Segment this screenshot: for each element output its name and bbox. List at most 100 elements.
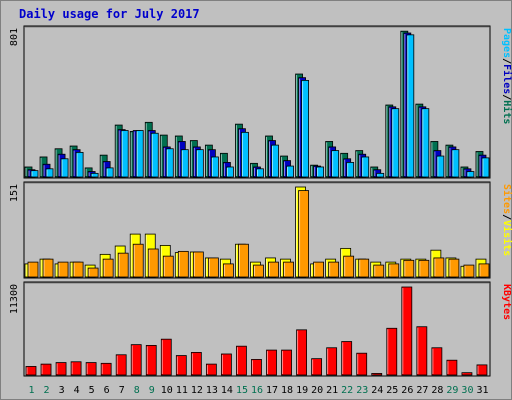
bar-sites-day-30-face xyxy=(463,264,475,278)
x-tick-label-8: 8 xyxy=(134,385,140,396)
bar-kbytes-day-29 xyxy=(446,359,458,376)
bar-sites-day-17-face xyxy=(268,261,279,278)
bar-pages-day-24 xyxy=(376,172,385,178)
bar-sites-day-1 xyxy=(27,261,39,278)
top-panel-legend: Pages/Files/Hits xyxy=(501,28,512,124)
bar-sites-day-21 xyxy=(328,261,340,278)
bar-pages-day-30 xyxy=(466,171,475,178)
x-tick-label-6: 6 xyxy=(104,385,110,396)
bar-sites-day-8 xyxy=(132,243,144,278)
bar-kbytes-day-12-face xyxy=(190,352,202,376)
bar-pages-day-15-face xyxy=(241,131,249,178)
bar-pages-day-23-face xyxy=(361,156,370,178)
bar-sites-day-27-face xyxy=(418,259,430,278)
bar-sites-day-26 xyxy=(403,259,415,278)
bar-pages-day-5-face xyxy=(90,172,99,178)
bar-kbytes-day-10-face xyxy=(160,338,172,376)
bar-pages-day-28 xyxy=(436,155,445,178)
x-tick-label-16: 16 xyxy=(251,385,263,396)
bar-kbytes-day-31-face xyxy=(476,364,488,376)
middle-panel-legend: Sites/Visits xyxy=(501,184,512,256)
bar-kbytes-day-27 xyxy=(416,326,428,376)
x-tick-label-17: 17 xyxy=(266,385,278,396)
bar-sites-day-8-face xyxy=(132,243,144,278)
bar-pages-day-7-face xyxy=(120,130,129,178)
bar-kbytes-day-6-face xyxy=(100,362,112,376)
bar-kbytes-day-22-face xyxy=(341,341,353,376)
bar-sites-day-13-face xyxy=(207,257,219,278)
bar-sites-day-3 xyxy=(57,261,69,278)
bar-pages-day-1 xyxy=(30,170,39,178)
bar-sites-day-26-face xyxy=(403,259,415,278)
bar-pages-day-6 xyxy=(105,167,114,178)
bar-kbytes-day-25 xyxy=(386,327,398,376)
bar-kbytes-day-17-face xyxy=(266,349,277,376)
bar-pages-day-2-face xyxy=(45,168,54,178)
x-tick-label-7: 7 xyxy=(119,385,125,396)
bar-sites-day-29-face xyxy=(448,258,460,278)
bar-kbytes-day-25-face xyxy=(386,327,398,376)
bar-pages-day-3 xyxy=(60,158,69,178)
middle-panel-y-max-label: 151 xyxy=(9,184,20,202)
x-tick-label-4: 4 xyxy=(74,385,80,396)
x-tick-label-28: 28 xyxy=(431,385,443,396)
legend-pages: Pages xyxy=(501,28,512,58)
bar-pages-day-19-face xyxy=(301,79,309,178)
bar-kbytes-day-28-face xyxy=(431,347,443,376)
bar-pages-day-1-face xyxy=(30,170,39,178)
bar-sites-day-1-face xyxy=(27,261,39,278)
bar-pages-day-20 xyxy=(316,166,325,178)
bar-sites-day-17 xyxy=(268,261,279,278)
x-tick-label-14: 14 xyxy=(221,385,233,396)
bar-sites-day-12-face xyxy=(192,251,204,278)
x-tick-label-21: 21 xyxy=(326,385,338,396)
bar-kbytes-day-7 xyxy=(115,354,127,376)
x-tick-label-27: 27 xyxy=(416,385,428,396)
x-tick-label-1: 1 xyxy=(29,385,35,396)
bar-kbytes-day-23-face xyxy=(356,352,368,376)
bar-pages-day-12-face xyxy=(195,149,204,178)
x-tick-label-9: 9 xyxy=(149,385,155,396)
bar-kbytes-day-20-face xyxy=(311,358,323,376)
bar-sites-day-24 xyxy=(373,264,385,278)
x-tick-label-25: 25 xyxy=(386,385,398,396)
bar-kbytes-day-16-face xyxy=(251,359,262,376)
bar-pages-day-8 xyxy=(135,130,144,178)
bar-pages-day-11 xyxy=(180,149,189,178)
bar-kbytes-day-15-face xyxy=(236,345,247,376)
bar-pages-day-18 xyxy=(286,165,294,178)
bar-kbytes-day-17 xyxy=(266,349,277,376)
bar-sites-day-5 xyxy=(87,267,99,278)
bar-pages-day-7 xyxy=(120,130,129,178)
bar-kbytes-day-27-face xyxy=(416,326,428,376)
x-tick-label-30: 30 xyxy=(461,385,473,396)
bar-pages-day-25 xyxy=(391,108,400,178)
bar-kbytes-day-10 xyxy=(160,338,172,376)
bar-sites-day-7-face xyxy=(117,252,129,278)
bar-kbytes-day-6 xyxy=(100,362,112,376)
bar-sites-day-23-face xyxy=(358,258,370,278)
bar-sites-day-25-face xyxy=(388,263,400,278)
bar-sites-day-14-face xyxy=(223,263,234,278)
bar-sites-day-20-face xyxy=(313,261,325,278)
bar-kbytes-day-28 xyxy=(431,347,443,376)
bar-kbytes-day-31 xyxy=(476,364,488,376)
bar-kbytes-day-2 xyxy=(40,363,52,376)
bar-kbytes-day-8-face xyxy=(130,344,142,376)
bar-pages-day-27 xyxy=(421,108,430,178)
x-tick-label-2: 2 xyxy=(44,385,50,396)
bar-kbytes-day-13 xyxy=(205,363,217,376)
bar-sites-day-4 xyxy=(72,261,84,278)
bar-kbytes-day-12 xyxy=(190,352,202,376)
bar-pages-day-17-face xyxy=(271,144,279,178)
bar-kbytes-day-11-face xyxy=(175,355,187,376)
bar-sites-day-28 xyxy=(433,257,445,278)
legend-files: Files xyxy=(501,64,512,94)
bar-sites-day-2-face xyxy=(42,258,54,278)
bar-sites-day-11-face xyxy=(177,250,189,278)
bar-pages-day-13-face xyxy=(210,156,219,178)
bar-sites-day-23 xyxy=(358,258,370,278)
bar-sites-day-16-face xyxy=(253,264,264,278)
bar-sites-day-14 xyxy=(223,263,234,278)
bar-sites-day-29 xyxy=(448,258,460,278)
